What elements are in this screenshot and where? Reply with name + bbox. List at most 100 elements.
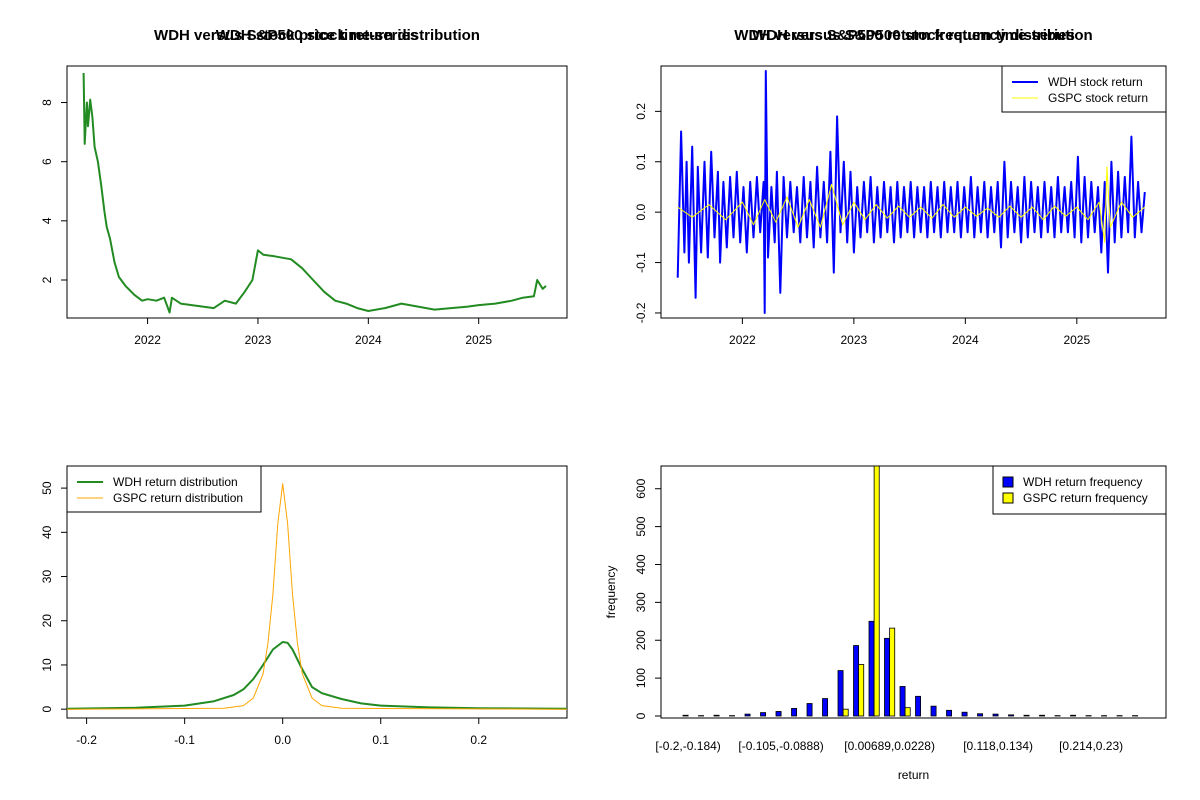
y-tick-label: 400: [634, 554, 648, 574]
plot-frame: [660, 465, 1167, 719]
y-tick-label: 2: [40, 276, 54, 283]
chart-title: WDH versus S&P500 return frequency distr…: [734, 27, 1092, 44]
y-tick-label: 0: [40, 706, 54, 713]
legend-swatch: [1002, 476, 1014, 488]
x-tick-label: 0.1: [372, 733, 389, 747]
y-tick-label: 0: [634, 712, 648, 719]
x-tick-label: 2022: [729, 333, 756, 347]
gspc-bar: [858, 664, 865, 717]
price-line: [82, 72, 547, 314]
y-tick-label: 0.0: [634, 203, 648, 220]
x-tick-label: 0.2: [470, 733, 487, 747]
legend: WDH stock return GSPC stock return: [1001, 65, 1167, 113]
y-tick-label: 0.1: [634, 153, 648, 170]
wdh-bar: [853, 645, 860, 717]
y-tick-label: 20: [40, 614, 54, 628]
x-tick-label: 2024: [952, 333, 979, 347]
legend-label: GSPC return distribution: [113, 491, 243, 505]
x-tick-label: 2025: [1063, 333, 1090, 347]
plot-frame: [66, 65, 568, 319]
wdh-bar: [899, 686, 906, 717]
legend-box: [992, 465, 1167, 515]
x-tick-label: 0.0: [274, 733, 291, 747]
wdh-bar: [961, 711, 968, 717]
x-tick-label: [-0.105,-0.0888): [738, 739, 823, 753]
y-tick-label: 6: [40, 158, 54, 165]
y-tick-label: 500: [634, 516, 648, 536]
wdh-bar: [884, 637, 891, 717]
y-tick-label: 0.2: [634, 103, 648, 120]
wdh-bar: [977, 713, 984, 717]
y-tick-label: 100: [634, 668, 648, 688]
x-tick-label: 2024: [355, 333, 382, 347]
plot-frame: [660, 65, 1167, 319]
y-tick-label: -0.1: [634, 252, 648, 273]
chart-frequency: WDH versus S&P500 return frequency distr…: [604, 27, 1167, 782]
x-tick-label: [0.214,0.23): [1059, 739, 1123, 753]
legend-label: WDH return distribution: [113, 475, 238, 489]
legend-label: WDH return frequency: [1023, 475, 1142, 489]
y-tick-label: 200: [634, 630, 648, 650]
plot-frame: [66, 465, 568, 719]
wdh-bar: [744, 713, 751, 717]
legend-label: WDH stock return: [1048, 75, 1143, 89]
wdh-bar: [682, 714, 689, 717]
chart-returns: WDH versus S&P500 stock return time-seri…: [634, 27, 1167, 347]
chart-title: WDH versus S&P500 stock return time-seri…: [752, 27, 1075, 44]
x-tick-label: -0.1: [174, 733, 195, 747]
gspc-bar: [842, 708, 849, 717]
wdh-bar: [1008, 714, 1015, 717]
legend-swatch: [1002, 492, 1014, 504]
y-tick-label: 30: [40, 570, 54, 584]
x-tick-label: [-0.2,-0.184): [655, 739, 720, 753]
x-tick-label: 2023: [245, 333, 272, 347]
wdh-bar: [1039, 714, 1046, 717]
wdh-bar: [915, 695, 922, 717]
wdh-bar: [775, 711, 782, 717]
x-tick-label: 2022: [134, 333, 161, 347]
y-tick-label: 40: [40, 525, 54, 539]
y-tick-label: 10: [40, 658, 54, 672]
wdh-bar: [822, 698, 829, 717]
y-tick-label: 600: [634, 478, 648, 498]
chart-title: WDH versus S&P500 stock return distribut…: [154, 27, 480, 44]
legend-label: GSPC stock return: [1048, 91, 1148, 105]
y-tick-label: 50: [40, 481, 54, 495]
y-axis-label: frequency: [604, 566, 618, 619]
legend: WDH return distribution GSPC return distr…: [66, 465, 262, 513]
legend: WDH return frequency GSPC return frequenc…: [992, 465, 1167, 515]
wdh-return-line: [676, 70, 1146, 314]
x-tick-label: 2023: [841, 333, 868, 347]
x-tick-label: [0.118,0.134): [963, 739, 1033, 753]
chart-title: WDH stock price time-series: [216, 27, 419, 44]
wdh-bar: [868, 620, 875, 717]
y-tick-label: -0.2: [634, 302, 648, 323]
legend-box: [66, 465, 262, 513]
gspc-bar: [873, 465, 880, 717]
wdh-bar: [713, 714, 720, 717]
y-tick-label: 8: [40, 99, 54, 106]
x-tick-label: [0.00689,0.0228): [844, 739, 935, 753]
wdh-bar: [837, 670, 844, 717]
wdh-bar: [946, 709, 953, 717]
wdh-bar: [1023, 714, 1030, 717]
chart-density: WDH versus S&P500 stock return distribut…: [40, 27, 568, 747]
wdh-bar: [791, 708, 798, 717]
x-axis-label: return: [898, 768, 929, 782]
wdh-bar: [930, 705, 937, 717]
x-tick-label: 2025: [465, 333, 492, 347]
wdh-bar: [806, 703, 813, 717]
wdh-density-line: [66, 641, 568, 710]
wdh-bar: [760, 712, 767, 717]
gspc-bar: [889, 627, 896, 717]
y-tick-label: 300: [634, 592, 648, 612]
wdh-bar: [1070, 714, 1077, 717]
chart-price: WDH stock price time-series 2022 2023 2024 2…: [40, 27, 568, 347]
y-tick-label: 4: [40, 217, 54, 224]
wdh-bar: [992, 713, 999, 717]
legend-box: [1001, 65, 1167, 113]
legend-label: GSPC return frequency: [1023, 491, 1148, 505]
gspc-density-line: [66, 483, 568, 710]
gspc-return-line: [677, 166, 1146, 243]
